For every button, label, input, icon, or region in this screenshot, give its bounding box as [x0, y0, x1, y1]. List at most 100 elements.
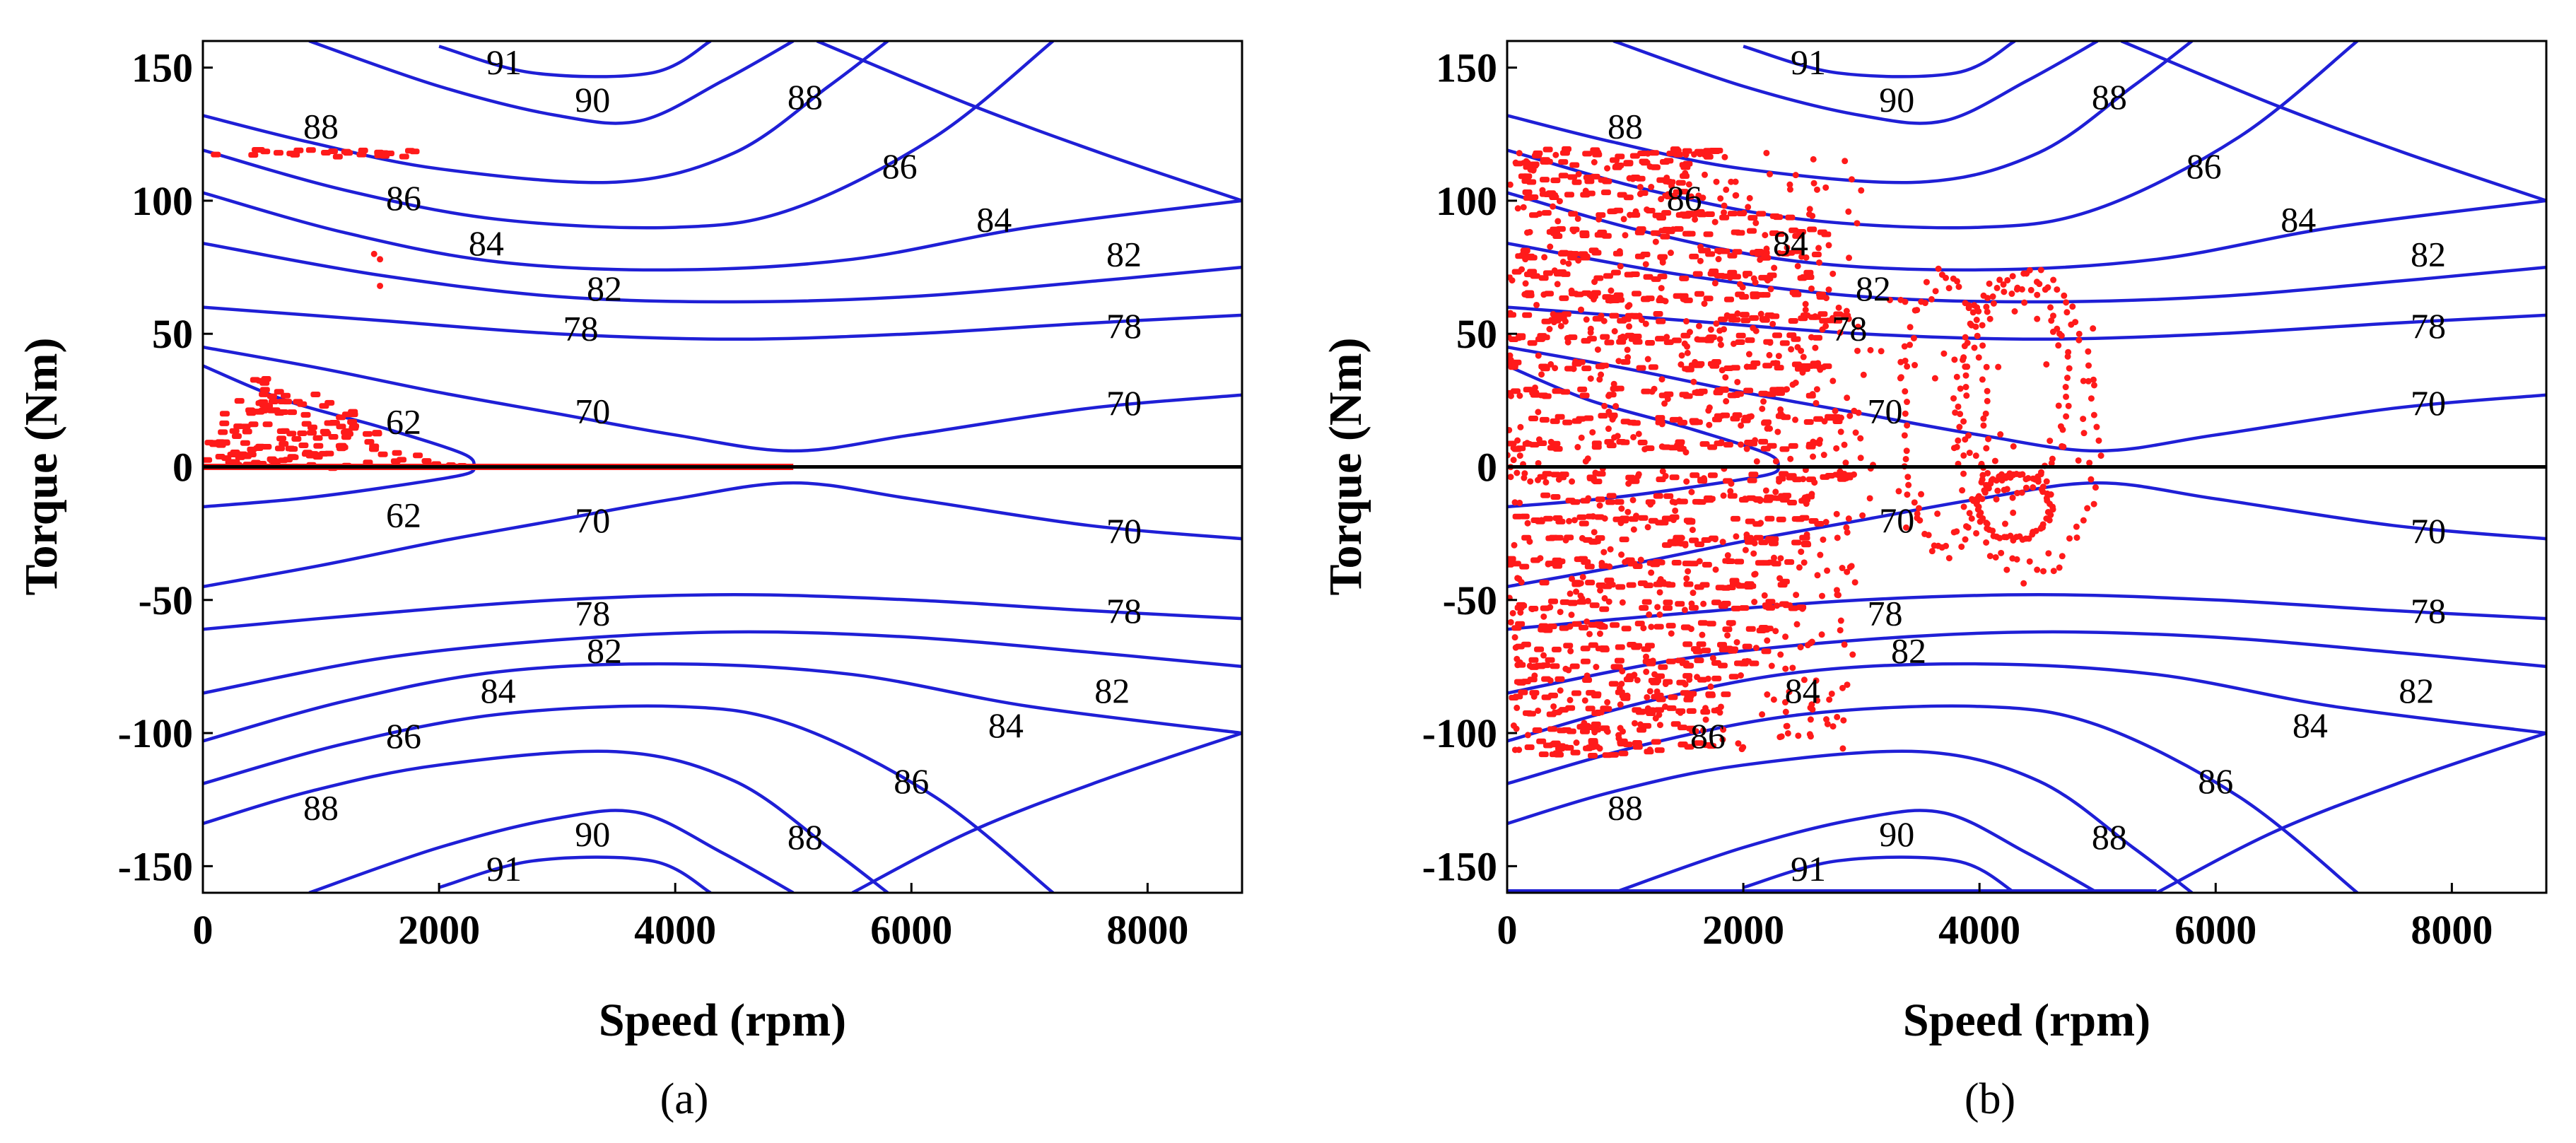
operating-point: [1840, 717, 1847, 724]
operating-point: [1511, 499, 1518, 506]
operating-point: [2063, 393, 2070, 400]
operating-point: [1651, 693, 1661, 700]
operating-point: [1839, 684, 1846, 691]
operating-point: [1904, 399, 1911, 406]
operating-point: [1749, 315, 1760, 321]
operating-point: [2073, 534, 2080, 541]
operating-point: [1629, 153, 1640, 159]
operating-point: [1682, 318, 1690, 325]
operating-point: [2090, 382, 2097, 389]
operating-point: [1550, 663, 1560, 669]
operating-point: [341, 429, 351, 435]
operating-point: [2054, 325, 2061, 332]
operating-point: [1820, 452, 1827, 459]
operating-point: [1736, 281, 1743, 288]
operating-point: [1803, 419, 1814, 426]
operating-point: [1746, 194, 1753, 201]
operating-point: [1766, 391, 1776, 397]
operating-point: [1596, 376, 1603, 383]
operating-point: [1807, 716, 1814, 723]
operating-point: [2072, 319, 2079, 326]
operating-point: [2062, 384, 2069, 391]
operating-point: [1540, 365, 1550, 372]
operating-point: [1524, 732, 1531, 739]
operating-point: [1617, 741, 1627, 747]
operating-point: [1511, 625, 1522, 631]
operating-point: [1564, 334, 1571, 341]
operating-point: [1984, 520, 1991, 527]
operating-point: [2075, 457, 2082, 464]
y-tick-label: -150: [118, 843, 193, 889]
operating-point: [1743, 445, 1750, 452]
y-axis-ticks: -150 -100 -50 0 50 100 150: [1422, 45, 1517, 889]
operating-point: [1981, 489, 1989, 496]
x-tick-label: 2000: [398, 907, 480, 953]
operating-point: [1529, 606, 1536, 613]
operating-point: [1953, 373, 1960, 380]
operating-point: [1523, 158, 1530, 165]
operating-point: [2047, 304, 2054, 311]
operating-point: [1516, 150, 1523, 157]
operating-point: [1960, 470, 1967, 477]
operating-point: [1613, 294, 1620, 301]
operating-point: [1716, 248, 1723, 255]
operating-point: [1813, 386, 1820, 393]
operating-point: [1615, 584, 1626, 590]
operating-point: [1540, 177, 1550, 183]
operating-point: [1833, 311, 1844, 317]
operating-point: [1786, 186, 1793, 193]
operating-point: [1615, 735, 1622, 742]
operating-point: [1761, 648, 1772, 655]
operating-point: [1784, 729, 1791, 737]
operating-point: [1860, 371, 1867, 378]
operating-point: [1550, 311, 1557, 318]
operating-point: [1622, 558, 1629, 565]
operating-point: [2063, 413, 2070, 420]
x-tick-label: 8000: [1106, 907, 1188, 953]
operating-point: [1522, 189, 1533, 195]
operating-point: [1977, 518, 1984, 525]
operating-point: [1583, 253, 1591, 260]
operating-point: [1524, 520, 1531, 527]
operating-point: [1728, 480, 1735, 487]
contour-88: [1507, 749, 2194, 893]
operating-point: [1647, 501, 1654, 508]
operating-point: [1542, 625, 1550, 632]
operating-point: [1581, 338, 1591, 344]
operating-point: [1516, 499, 1523, 506]
operating-point: [1625, 480, 1632, 487]
operating-point: [1634, 621, 1645, 627]
operating-point: [1991, 457, 1998, 464]
operating-point: [1904, 474, 1911, 481]
operating-point: [229, 428, 240, 434]
operating-point: [1759, 626, 1769, 633]
operating-point: [1662, 605, 1673, 611]
operating-point: [1535, 663, 1546, 669]
operating-point: [1788, 318, 1798, 324]
operating-point: [1574, 556, 1584, 563]
operating-point: [1575, 257, 1582, 264]
operating-point: [1731, 317, 1741, 323]
operating-point: [1739, 293, 1750, 300]
operating-point: [1834, 534, 1841, 541]
contour-label: 86: [1690, 716, 1726, 756]
contour-label: 70: [2411, 511, 2446, 551]
operating-point: [1571, 621, 1582, 627]
operating-point: [1656, 589, 1663, 596]
operating-point: [1809, 212, 1816, 219]
operating-point: [1656, 295, 1663, 302]
operating-point: [1673, 225, 1684, 232]
operating-point: [1953, 528, 1960, 535]
operating-point: [1719, 539, 1726, 546]
operating-point: [1617, 701, 1624, 708]
operating-point: [1734, 660, 1745, 667]
operating-point: [1688, 488, 1695, 496]
operating-point: [1694, 291, 1704, 297]
contour-70: [1507, 345, 2546, 453]
operating-point: [274, 445, 285, 452]
operating-point: [1668, 630, 1675, 637]
operating-point: [1700, 475, 1707, 482]
operating-point: [1822, 519, 1829, 526]
operating-point: [1756, 211, 1767, 217]
